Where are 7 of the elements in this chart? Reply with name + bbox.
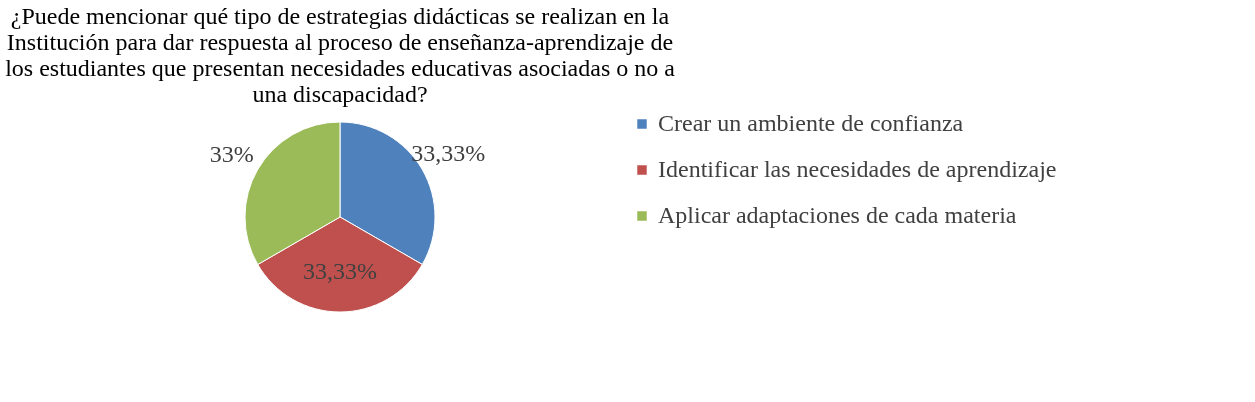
legend-label: Crear un ambiente de confianza <box>658 110 964 136</box>
data-label: 33% <box>209 140 254 167</box>
legend-label: Identificar las necesidades de aprendizaje <box>658 156 1057 182</box>
data-label: 33,33% <box>411 140 486 167</box>
data-label: 33,33% <box>303 258 378 284</box>
legend-label: Aplicar adaptaciones de cada materia <box>658 202 1017 228</box>
chart-title: ¿Puede mencionar qué tipo de estrategias didácticas se realizan en la Institución para dar respuesta al proceso de enseñanza-aprendizaje de los estudiantes que presentan necesidades educativas asociadas o no a una discapacidad? <box>5 3 676 107</box>
